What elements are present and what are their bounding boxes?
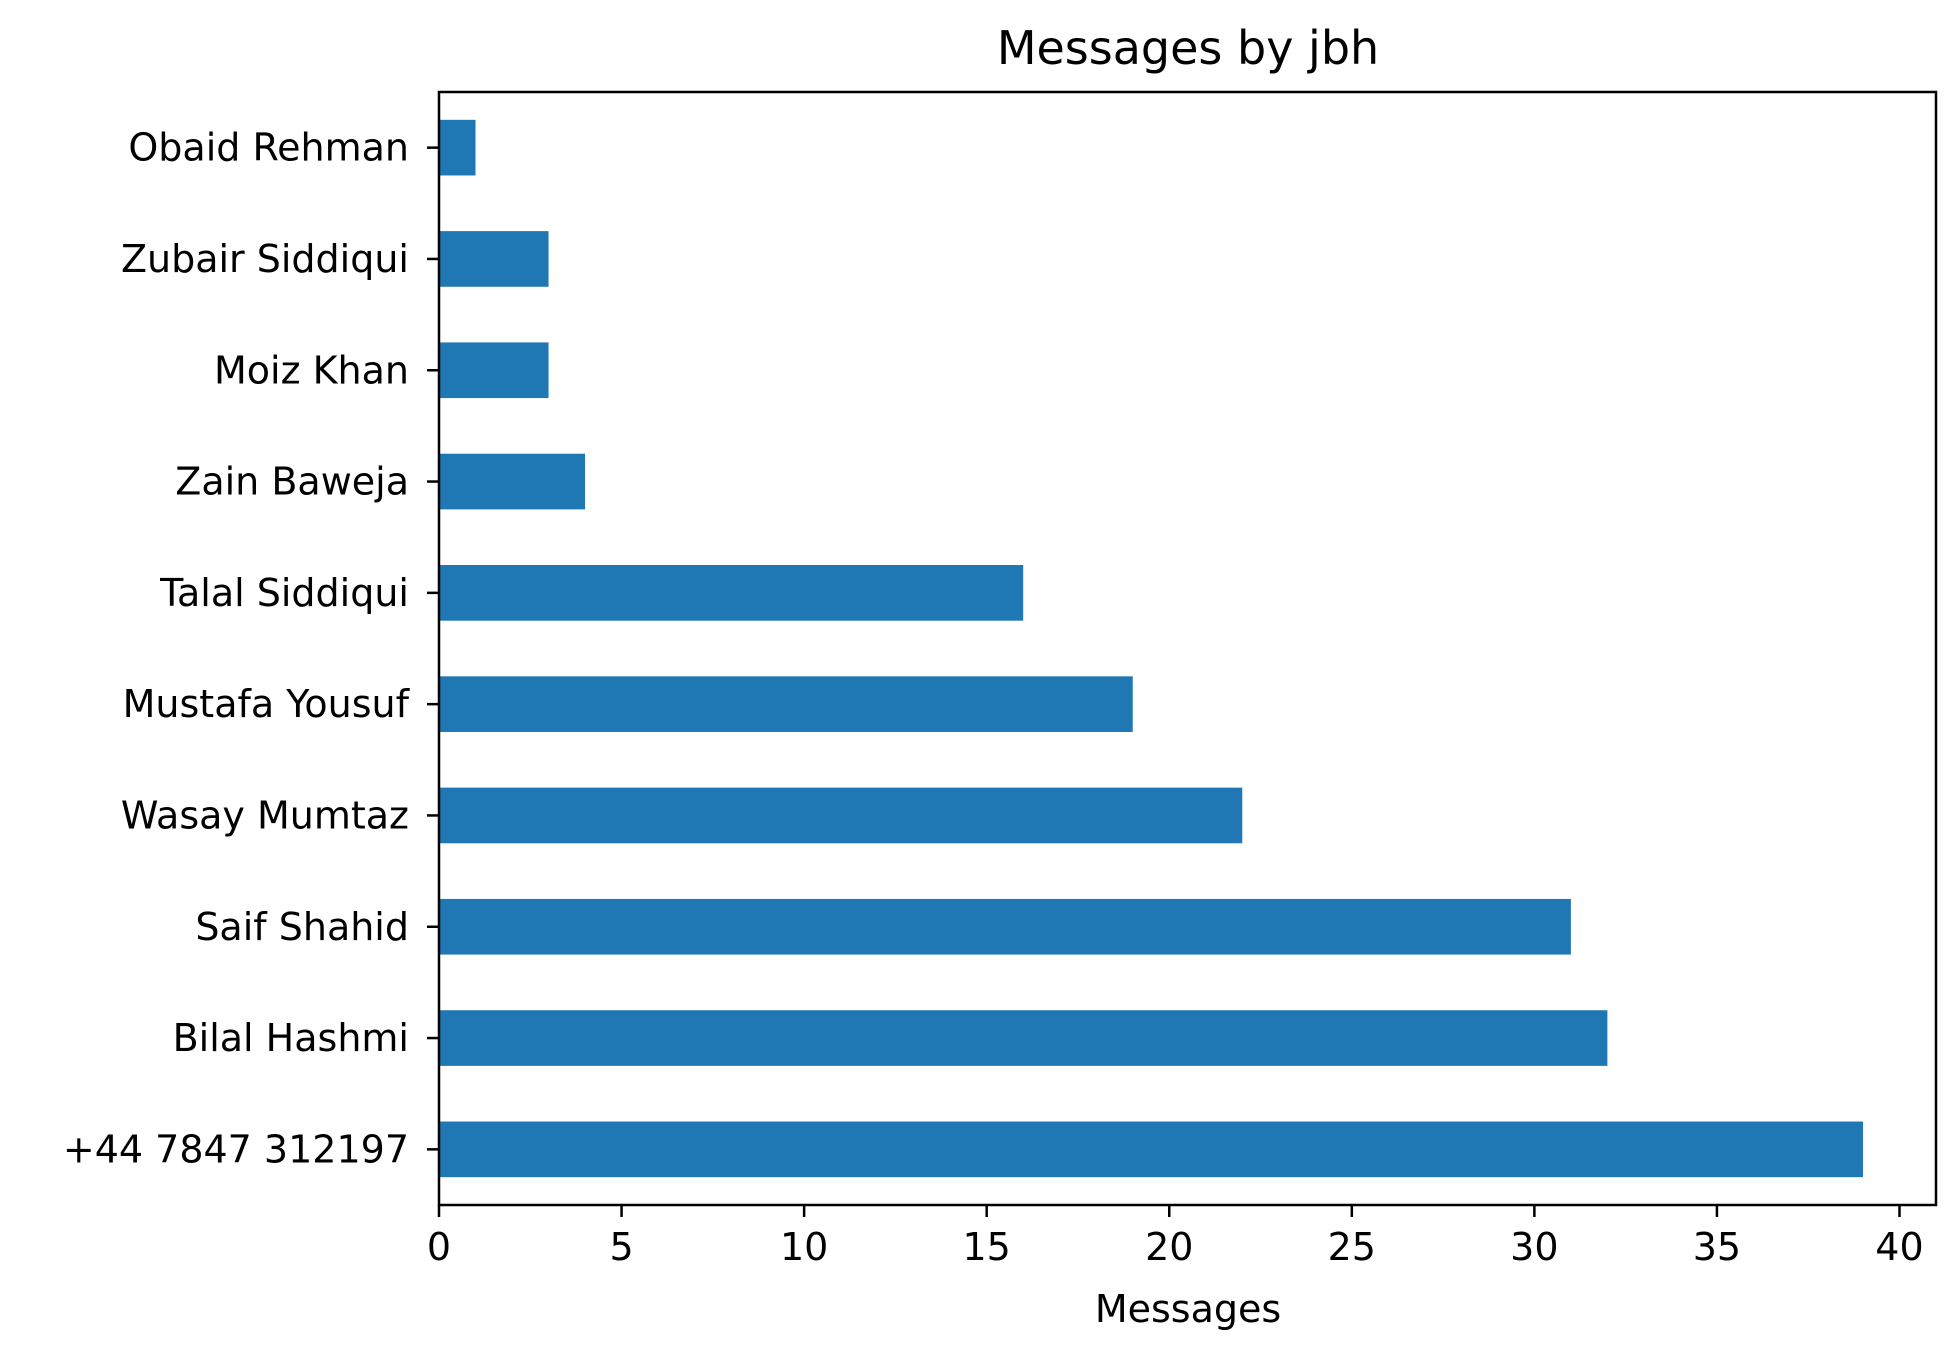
x-axis-label: Messages [1095, 1287, 1281, 1331]
bar [439, 565, 1024, 621]
x-tick-label: 30 [1510, 1225, 1558, 1269]
bar [439, 453, 586, 510]
bar [439, 119, 476, 176]
x-tick-label: 5 [609, 1225, 633, 1269]
plot-frame [437, 90, 1938, 1207]
bar [439, 231, 549, 287]
bar [439, 787, 1243, 844]
bar [439, 676, 1133, 732]
y-tick-label: Zain Baweja [175, 460, 409, 504]
x-axis: 0 5 10 15 20 25 30 35 40 [427, 1205, 1924, 1269]
x-tick-label: 35 [1693, 1225, 1741, 1269]
x-tick-label: 40 [1875, 1225, 1923, 1269]
y-tick-label: Mustafa Yousuf [123, 682, 411, 726]
x-tick-label: 20 [1145, 1225, 1193, 1269]
bars-group [439, 119, 1863, 1178]
bar [439, 1010, 1608, 1066]
y-axis: Obaid Rehman Zubair Siddiqui Moiz Khan Zain… [63, 126, 439, 1171]
x-tick-label: 10 [780, 1225, 828, 1269]
bar [439, 1121, 1863, 1178]
x-tick-label: 15 [963, 1225, 1011, 1269]
y-tick-label: Bilal Hashmi [173, 1016, 409, 1060]
x-tick-label: 0 [427, 1225, 451, 1269]
chart-title: Messages by jbh [997, 21, 1379, 75]
y-tick-label: +44 7847 312197 [63, 1127, 409, 1171]
y-tick-label: Obaid Rehman [128, 126, 409, 170]
bar [439, 342, 549, 399]
y-tick-label: Zubair Siddiqui [121, 237, 409, 281]
y-tick-label: Talal Siddiqui [159, 571, 409, 615]
y-tick-label: Wasay Mumtaz [121, 793, 409, 837]
bar [439, 898, 1571, 955]
y-tick-label: Moiz Khan [214, 348, 409, 392]
y-tick-label: Saif Shahid [195, 905, 409, 949]
x-tick-label: 25 [1328, 1225, 1376, 1269]
